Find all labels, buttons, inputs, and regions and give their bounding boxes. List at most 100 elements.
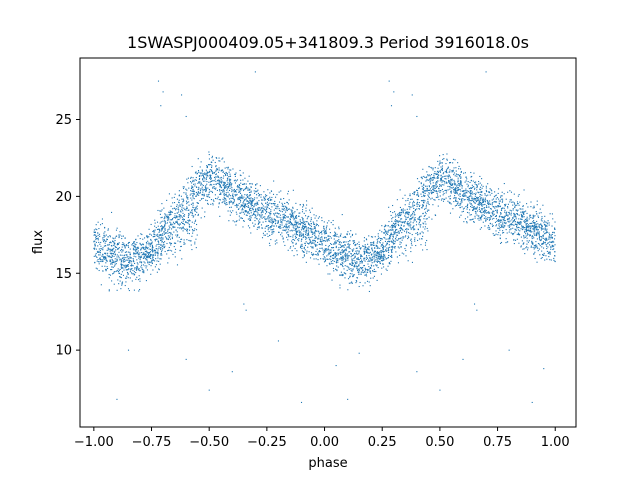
- data-point: [498, 226, 500, 228]
- data-point: [529, 234, 531, 236]
- data-point: [208, 154, 210, 156]
- data-point: [378, 260, 380, 263]
- data-point: [367, 247, 369, 249]
- data-point: [142, 252, 144, 254]
- data-point: [483, 209, 485, 211]
- data-point: [320, 258, 322, 260]
- data-point: [99, 258, 101, 260]
- data-point: [410, 198, 412, 200]
- data-point: [108, 290, 110, 292]
- data-point: [389, 226, 391, 228]
- data-point: [233, 180, 235, 182]
- data-point: [377, 252, 379, 254]
- data-point: [242, 202, 244, 204]
- data-point: [329, 263, 331, 265]
- data-point: [134, 262, 136, 265]
- data-point: [114, 264, 116, 266]
- data-point: [364, 246, 367, 248]
- data-point: [461, 185, 463, 187]
- data-point: [242, 226, 244, 228]
- data-point: [212, 199, 214, 201]
- data-point: [318, 233, 320, 235]
- data-point: [386, 242, 388, 244]
- data-point: [379, 251, 381, 253]
- data-point: [445, 192, 447, 194]
- data-point: [420, 182, 422, 184]
- data-point: [191, 165, 193, 168]
- data-point: [349, 247, 351, 250]
- data-point: [364, 257, 366, 259]
- data-point: [289, 219, 291, 221]
- data-point: [110, 252, 112, 254]
- data-point: [392, 227, 394, 229]
- data-point: [510, 210, 512, 212]
- data-point: [344, 254, 346, 256]
- data-point: [432, 182, 434, 184]
- data-point: [481, 194, 483, 196]
- data-point: [450, 184, 452, 186]
- data-point: [152, 248, 154, 250]
- data-point: [249, 189, 251, 191]
- data-point: [125, 265, 127, 267]
- data-point: [105, 259, 107, 261]
- data-point: [110, 269, 112, 271]
- data-point: [459, 188, 461, 191]
- data-point: [501, 221, 503, 223]
- data-point: [413, 191, 415, 193]
- data-point: [523, 189, 525, 191]
- data-point: [525, 228, 527, 230]
- data-point: [314, 239, 316, 242]
- data-point: [290, 246, 292, 248]
- data-point: [227, 177, 229, 179]
- data-point: [181, 216, 183, 218]
- data-point: [522, 228, 524, 230]
- data-point: [121, 265, 123, 267]
- data-point: [241, 194, 243, 196]
- data-point: [465, 180, 467, 182]
- data-point: [251, 200, 253, 202]
- data-point: [229, 179, 231, 181]
- data-point: [346, 269, 348, 271]
- data-point: [452, 158, 455, 160]
- data-point: [442, 154, 444, 156]
- data-point: [480, 217, 482, 219]
- data-point: [226, 203, 228, 205]
- data-point: [380, 251, 382, 254]
- data-point: [458, 194, 460, 196]
- data-point: [317, 230, 319, 232]
- data-point: [164, 227, 166, 229]
- data-point: [279, 219, 281, 221]
- data-point: [416, 208, 418, 210]
- data-point: [454, 183, 456, 185]
- data-point: [460, 171, 462, 174]
- data-point: [445, 169, 448, 171]
- data-point: [448, 181, 450, 183]
- data-point: [379, 255, 381, 257]
- data-point: [228, 194, 230, 196]
- data-point: [351, 281, 353, 283]
- data-point: [144, 262, 146, 264]
- data-point: [288, 208, 290, 210]
- data-point: [341, 274, 343, 277]
- data-point: [541, 228, 543, 230]
- data-point: [446, 182, 448, 184]
- data-point: [199, 166, 201, 168]
- data-point: [350, 236, 352, 238]
- data-point: [406, 222, 408, 224]
- data-point: [410, 228, 412, 230]
- data-point: [316, 244, 318, 246]
- data-point: [478, 183, 480, 185]
- data-point: [371, 256, 373, 259]
- data-point: [100, 248, 102, 250]
- data-point: [376, 265, 378, 267]
- data-point: [110, 256, 113, 259]
- data-point: [202, 179, 204, 181]
- data-point: [513, 232, 515, 235]
- data-point: [456, 193, 458, 195]
- data-point: [200, 217, 202, 219]
- data-point: [236, 213, 238, 215]
- data-point: [134, 243, 136, 245]
- data-point: [449, 202, 451, 204]
- data-point: [343, 236, 346, 238]
- data-point: [432, 179, 434, 181]
